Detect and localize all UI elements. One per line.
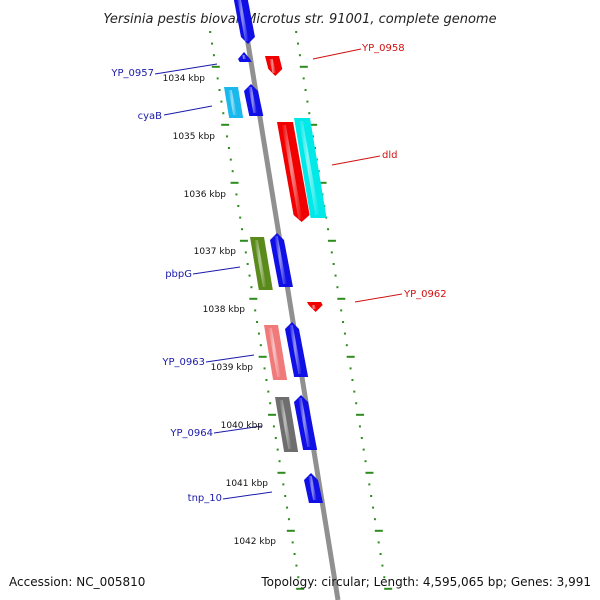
gene-yp0963-neighbor[interactable] (285, 322, 309, 377)
gene-dld[interactable] (277, 122, 310, 222)
leader-yp0963 (205, 354, 255, 363)
gene-yp0963[interactable] (264, 325, 288, 380)
gene-features (224, 0, 327, 503)
gene-pbpg-neighbor[interactable] (270, 233, 293, 287)
gene-label-pbpg[interactable]: pbpG (165, 269, 192, 280)
kbp-label-1041: 1041 kbp (226, 479, 269, 489)
kbp-label-1039: 1039 kbp (211, 363, 254, 373)
gene-dld-cds[interactable] (294, 118, 327, 218)
leader-dld (331, 155, 381, 166)
gene-cyab-neighbor[interactable] (244, 84, 264, 116)
leader-pbpg (192, 266, 241, 275)
gene-label-yp0963[interactable]: YP_0963 (161, 357, 205, 368)
gene-label-cyab[interactable]: cyaB (138, 111, 163, 122)
gene-cyab[interactable] (224, 87, 244, 118)
kbp-label-1035: 1035 kbp (173, 132, 216, 142)
kbp-label-1037: 1037 kbp (194, 247, 237, 257)
label-leaders (154, 48, 403, 500)
gene-yp0964[interactable] (275, 397, 299, 452)
scale-ticks (209, 31, 393, 590)
gene-top-blue[interactable] (232, 0, 255, 44)
gene-label-yp0958[interactable]: YP_0958 (361, 43, 405, 54)
leader-yp0957 (154, 63, 218, 75)
gene-pbpg[interactable] (250, 237, 273, 290)
gene-yp0962[interactable] (307, 302, 323, 312)
leader-yp0962 (354, 293, 403, 303)
gene-label-yp0964[interactable]: YP_0964 (169, 428, 213, 439)
gene-label-yp0957[interactable]: YP_0957 (110, 68, 154, 79)
kbp-label-1042: 1042 kbp (234, 537, 277, 547)
gene-yp0957[interactable] (238, 52, 252, 62)
leader-yp0958 (312, 48, 362, 60)
kbp-label-1040: 1040 kbp (221, 421, 264, 431)
kbp-label-1036: 1036 kbp (184, 190, 227, 200)
leader-cyab (163, 105, 213, 116)
inner-tick-row (209, 31, 305, 590)
gene-yp0964-neighbor[interactable] (294, 395, 318, 450)
gene-label-dld[interactable]: dld (382, 150, 397, 161)
leader-yp0964 (213, 425, 263, 434)
kbp-label-1038: 1038 kbp (203, 305, 246, 315)
accession-text: Accession: NC_005810 (9, 575, 145, 589)
outer-tick-row (295, 31, 393, 590)
gene-label-yp0962[interactable]: YP_0962 (403, 289, 447, 300)
gene-tnp10[interactable] (304, 473, 323, 503)
gene-yp0958[interactable] (265, 56, 283, 76)
map-title: Yersinia pestis biovar Microtus str. 910… (103, 12, 496, 27)
leader-tnp10 (222, 491, 273, 500)
kbp-label-1034: 1034 kbp (163, 74, 206, 84)
topology-text: Topology: circular; Length: 4,595,065 bp… (260, 575, 591, 589)
gene-label-tnp10[interactable]: tnp_10 (188, 493, 222, 504)
